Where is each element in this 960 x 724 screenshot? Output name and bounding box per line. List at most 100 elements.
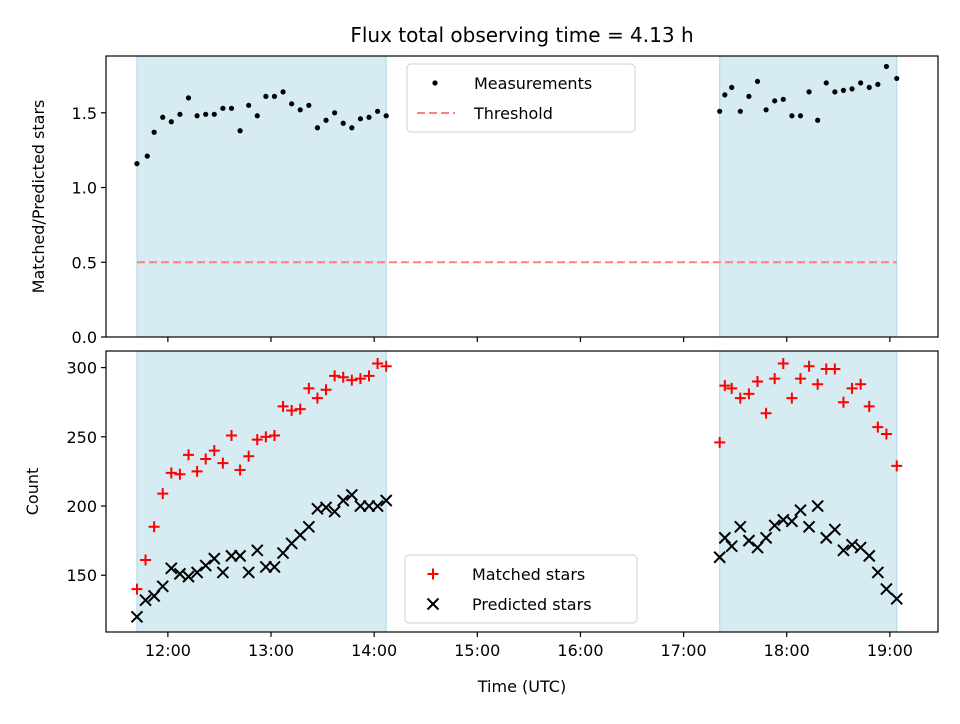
data-point xyxy=(379,494,393,507)
data-point xyxy=(242,566,255,579)
data-point xyxy=(828,523,842,536)
data-point xyxy=(768,519,781,532)
data-point xyxy=(194,113,200,119)
data-point xyxy=(760,407,772,419)
data-point xyxy=(372,357,384,369)
data-point xyxy=(375,108,381,114)
data-point xyxy=(131,583,143,595)
data-point xyxy=(211,111,217,117)
data-point xyxy=(729,84,735,90)
legend-x-swatch xyxy=(426,597,440,611)
data-point xyxy=(890,592,903,605)
data-point xyxy=(769,373,781,385)
shaded-interval xyxy=(136,350,387,633)
axes-frame xyxy=(105,55,939,338)
data-point xyxy=(220,105,226,111)
data-point xyxy=(328,505,341,518)
data-point xyxy=(251,434,263,446)
chart-title: Flux total observing time = 4.13 h xyxy=(350,23,693,47)
data-point xyxy=(786,392,798,404)
data-point xyxy=(759,531,773,545)
data-point xyxy=(177,111,183,117)
data-point xyxy=(246,102,252,108)
data-point xyxy=(743,388,755,400)
data-point xyxy=(872,421,884,433)
y-tick-label: 0.0 xyxy=(72,328,97,347)
data-point xyxy=(271,93,278,99)
data-point xyxy=(871,566,885,579)
data-point xyxy=(216,566,230,579)
data-point xyxy=(157,488,169,500)
data-point xyxy=(200,453,212,465)
data-point xyxy=(718,531,732,545)
y-tick-label: 150 xyxy=(66,566,97,585)
data-point xyxy=(337,371,349,383)
data-point xyxy=(268,560,281,574)
x-tick-label: 16:00 xyxy=(557,641,603,660)
data-point xyxy=(754,78,761,85)
data-point xyxy=(183,449,195,461)
data-point xyxy=(797,113,804,119)
data-point xyxy=(806,89,812,95)
data-point xyxy=(837,544,850,557)
data-point xyxy=(832,89,838,95)
data-point xyxy=(880,582,893,596)
data-point xyxy=(714,436,726,448)
data-point xyxy=(811,499,824,513)
data-point xyxy=(855,378,867,390)
data-point xyxy=(263,93,269,99)
data-point xyxy=(858,80,864,86)
data-point xyxy=(866,84,872,90)
data-point xyxy=(165,562,178,575)
data-point xyxy=(845,538,859,552)
legend-box xyxy=(404,554,638,624)
data-point xyxy=(306,102,312,108)
data-point xyxy=(763,107,769,113)
x-tick-label: 18:00 xyxy=(764,641,810,660)
data-point xyxy=(297,107,303,113)
data-point xyxy=(243,450,255,462)
data-point xyxy=(726,382,738,394)
data-point xyxy=(383,113,389,119)
x-tick-label: 15:00 xyxy=(454,641,500,660)
data-point xyxy=(371,499,384,513)
data-point xyxy=(837,396,849,408)
y-tick-label: 1.0 xyxy=(72,179,97,198)
data-point xyxy=(742,534,756,547)
data-point xyxy=(254,113,260,119)
legend-label: Threshold xyxy=(473,104,553,123)
data-point xyxy=(803,360,815,372)
data-point xyxy=(191,465,203,477)
data-point xyxy=(203,111,209,117)
data-point xyxy=(140,554,152,566)
data-point xyxy=(225,429,237,441)
x-tick-label: 19:00 xyxy=(867,641,913,660)
shaded-interval xyxy=(719,55,898,338)
data-point xyxy=(863,400,875,412)
data-point xyxy=(829,363,841,375)
data-point xyxy=(217,457,229,469)
data-point xyxy=(812,378,824,390)
data-point xyxy=(366,114,372,120)
x-tick-label: 12:00 xyxy=(145,641,191,660)
x-tick-label: 13:00 xyxy=(248,641,294,660)
data-point xyxy=(380,360,392,372)
data-point xyxy=(802,520,816,534)
data-point xyxy=(168,119,174,125)
data-point xyxy=(314,125,321,131)
data-point xyxy=(130,610,144,623)
data-point xyxy=(156,580,169,593)
data-point xyxy=(734,392,746,404)
data-point xyxy=(144,153,150,159)
y-tick-label: 250 xyxy=(66,428,97,447)
legend: Matched stars Predicted stars xyxy=(404,554,638,624)
data-point xyxy=(891,460,903,472)
legend-dot-swatch xyxy=(432,80,438,86)
legend-label: Matched stars xyxy=(472,565,585,584)
legend-plus-swatch xyxy=(427,568,439,580)
data-point xyxy=(233,549,247,563)
data-point xyxy=(182,570,195,583)
data-point xyxy=(785,515,799,528)
data-point xyxy=(294,403,306,415)
x-tick-label: 17:00 xyxy=(661,641,707,660)
